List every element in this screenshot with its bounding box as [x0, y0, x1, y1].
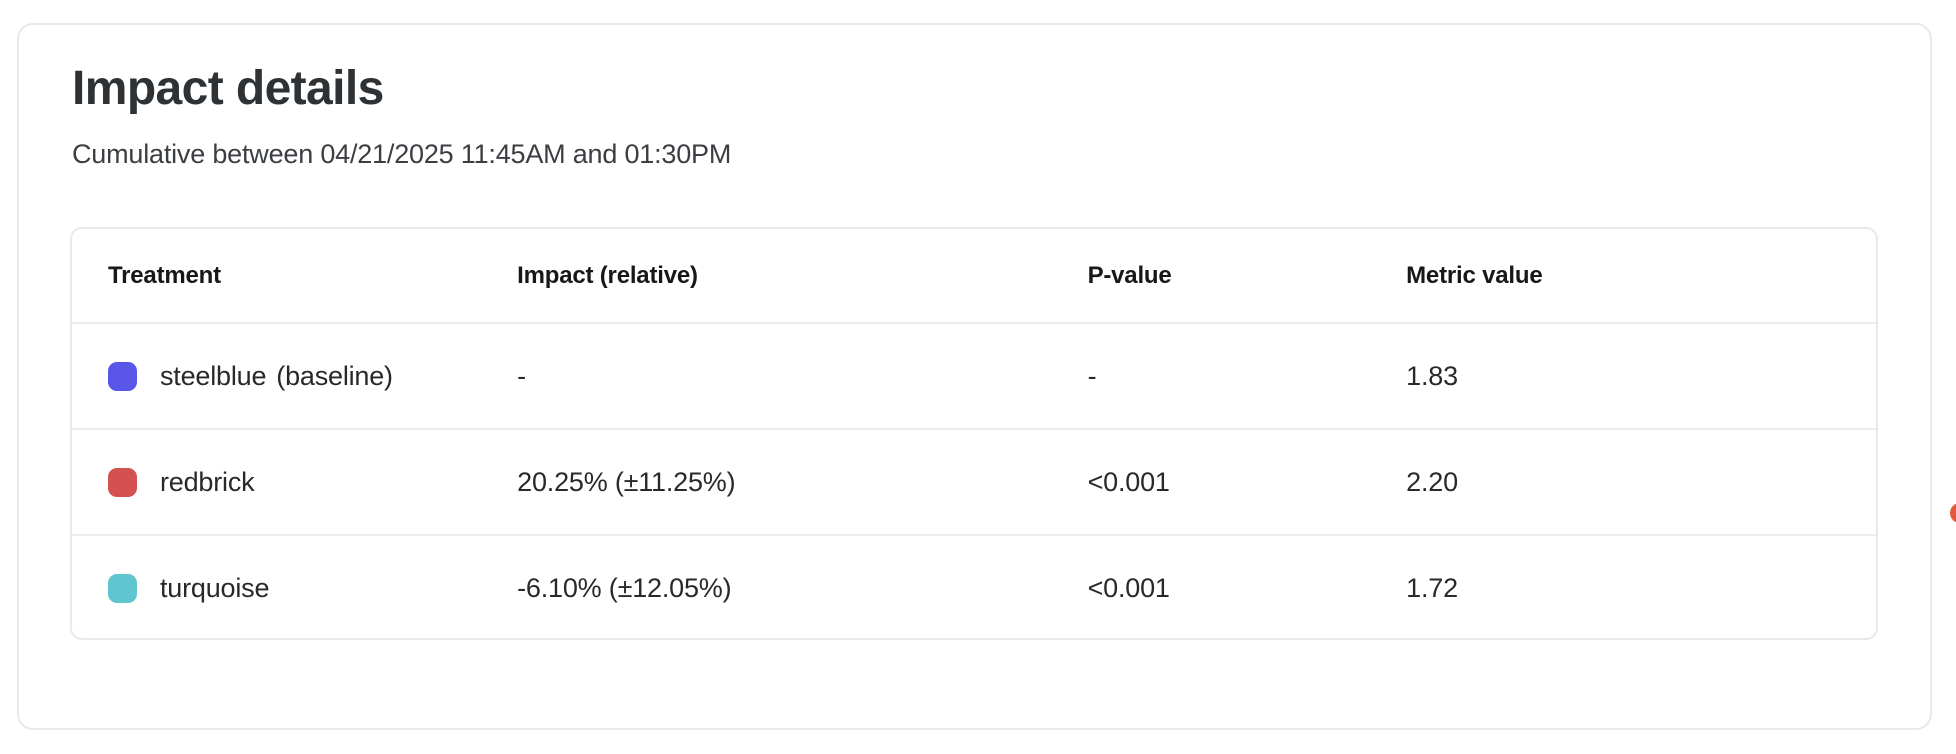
baseline-label: (baseline) — [276, 360, 393, 391]
treatment-cell: turquoise — [72, 573, 481, 604]
column-header-treatment: Treatment — [108, 261, 221, 289]
treatment-color-swatch — [108, 361, 137, 391]
treatment-cell: redbrick — [72, 467, 481, 498]
treatment-name: steelblue — [160, 360, 267, 391]
page-subtitle: Cumulative between 04/21/2025 11:45AM an… — [72, 139, 732, 169]
table-row-steelblue: steelblue (baseline) - - 1.83 — [72, 324, 1876, 430]
impact-details-card: Impact details Cumulative between 04/21/… — [17, 23, 1932, 730]
p-value: <0.001 — [1087, 466, 1170, 497]
metric-value: 2.20 — [1406, 466, 1458, 497]
page-title: Impact details — [72, 62, 384, 115]
column-header-metric-value: Metric value — [1406, 261, 1543, 289]
edge-indicator-dot — [1950, 503, 1956, 523]
treatment-cell: steelblue (baseline) — [72, 361, 481, 392]
metric-value: 1.72 — [1406, 572, 1458, 603]
p-value: <0.001 — [1087, 572, 1170, 603]
impact-table: Treatment Impact (relative) P-value Metr… — [70, 227, 1878, 640]
p-value: - — [1087, 360, 1097, 391]
treatment-color-swatch — [108, 573, 137, 603]
impact-value: 20.25% (±11.25%) — [517, 466, 736, 497]
table-row-turquoise: turquoise -6.10% (±12.05%) <0.001 1.72 — [72, 536, 1876, 638]
impact-value: -6.10% (±12.05%) — [517, 572, 732, 603]
table-row-redbrick: redbrick 20.25% (±11.25%) <0.001 2.20 — [72, 430, 1876, 536]
metric-value: 1.83 — [1406, 360, 1458, 391]
impact-value: - — [517, 360, 526, 391]
treatment-color-swatch — [108, 467, 137, 497]
column-header-pvalue: P-value — [1087, 261, 1172, 289]
treatment-name: turquoise — [160, 572, 270, 603]
table-header-row: Treatment Impact (relative) P-value Metr… — [72, 229, 1876, 324]
treatment-name: redbrick — [160, 466, 255, 497]
column-header-impact: Impact (relative) — [517, 261, 698, 289]
